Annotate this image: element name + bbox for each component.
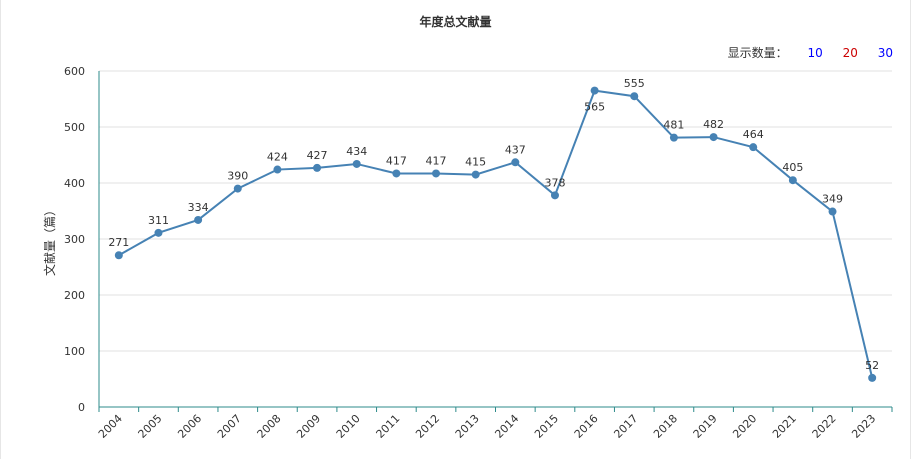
data-point[interactable] — [828, 207, 837, 216]
data-label: 434 — [346, 145, 367, 158]
y-tick-label: 0 — [78, 401, 85, 414]
y-tick-labels: 0 100 200 300 400 500 600 — [64, 65, 85, 414]
x-tick-label: 2015 — [532, 412, 561, 441]
data-label: 481 — [663, 119, 684, 132]
data-label: 349 — [822, 193, 843, 206]
data-label: 415 — [465, 156, 486, 169]
data-label: 378 — [544, 176, 565, 189]
data-point[interactable] — [392, 169, 401, 178]
data-label: 464 — [743, 128, 764, 141]
data-point[interactable] — [154, 228, 163, 237]
data-point[interactable] — [550, 191, 559, 200]
data-point[interactable] — [194, 215, 203, 224]
x-tick-label: 2014 — [492, 412, 521, 441]
data-point[interactable] — [788, 176, 797, 185]
data-point[interactable] — [868, 373, 877, 382]
x-tick-label: 2019 — [691, 412, 720, 441]
x-tick-label: 2023 — [849, 412, 878, 441]
data-label: 555 — [624, 77, 645, 90]
x-tick-label: 2016 — [572, 412, 601, 441]
data-point[interactable] — [511, 158, 520, 167]
data-label: 565 — [584, 101, 605, 114]
y-axis-label: 文献量（篇） — [42, 204, 57, 276]
data-point[interactable] — [114, 251, 123, 260]
data-label: 482 — [703, 118, 724, 131]
series-line — [118, 89, 874, 379]
x-tick-label: 2004 — [96, 412, 125, 441]
data-point[interactable] — [233, 184, 242, 193]
data-label: 427 — [307, 149, 328, 162]
y-tick-label: 400 — [64, 177, 85, 190]
x-tick-label: 2022 — [810, 412, 839, 441]
data-point[interactable] — [352, 159, 361, 168]
data-label: 390 — [227, 170, 248, 183]
display-count-option-30[interactable]: 30 — [877, 46, 893, 60]
display-count-option-10[interactable]: 10 — [807, 46, 823, 60]
x-tick-label: 2018 — [651, 412, 680, 441]
data-label: 52 — [865, 359, 879, 372]
x-tick-label: 2008 — [255, 412, 284, 441]
x-tick-label: 2005 — [136, 412, 165, 441]
y-tick-label: 500 — [64, 121, 85, 134]
data-point[interactable] — [630, 92, 639, 101]
x-tick-label: 2006 — [175, 412, 204, 441]
data-point[interactable] — [471, 170, 480, 179]
data-label: 311 — [148, 214, 169, 227]
x-tick-label: 2010 — [334, 412, 363, 441]
data-label: 417 — [386, 154, 407, 167]
data-label: 271 — [108, 236, 129, 249]
x-tick-label: 2013 — [453, 412, 482, 441]
data-label: 437 — [505, 143, 526, 156]
data-point[interactable] — [432, 169, 441, 178]
data-point[interactable] — [709, 133, 718, 142]
x-tick-label: 2021 — [770, 412, 799, 441]
data-label: 405 — [782, 161, 803, 174]
x-tick-label: 2017 — [611, 412, 640, 441]
data-labels: 271 311 334 390 424 427 434 417 417 415 437 378 565 5… — [108, 77, 879, 372]
display-count-label: 显示数量： — [727, 46, 788, 60]
data-point[interactable] — [273, 165, 282, 174]
display-count-option-20[interactable]: 20 — [842, 46, 858, 60]
display-count-selector: 显示数量： 10 20 30 — [728, 44, 893, 61]
data-points — [114, 86, 877, 382]
y-tick-label: 600 — [64, 65, 85, 78]
x-tick-label: 2007 — [215, 412, 244, 441]
data-point[interactable] — [313, 163, 322, 172]
x-tick-label: 2009 — [294, 412, 323, 441]
y-tick-label: 200 — [64, 289, 85, 302]
x-tick-labels: 2004 2005 2006 2007 2008 2009 2010 2011 2012 2013… — [96, 412, 878, 441]
x-tick-label: 2012 — [413, 412, 442, 441]
data-label: 334 — [188, 201, 209, 214]
data-label: 424 — [267, 151, 288, 164]
x-tick-label: 2011 — [374, 412, 403, 441]
chart-title: 年度总文献量 — [419, 15, 492, 29]
x-tick-label: 2020 — [730, 412, 759, 441]
data-point[interactable] — [749, 143, 758, 152]
axes — [98, 71, 893, 412]
data-point[interactable] — [669, 133, 678, 142]
y-tick-label: 300 — [64, 233, 85, 246]
data-label: 417 — [426, 154, 447, 167]
gridlines — [99, 70, 892, 352]
y-tick-label: 100 — [64, 345, 85, 358]
data-point[interactable] — [590, 86, 599, 95]
